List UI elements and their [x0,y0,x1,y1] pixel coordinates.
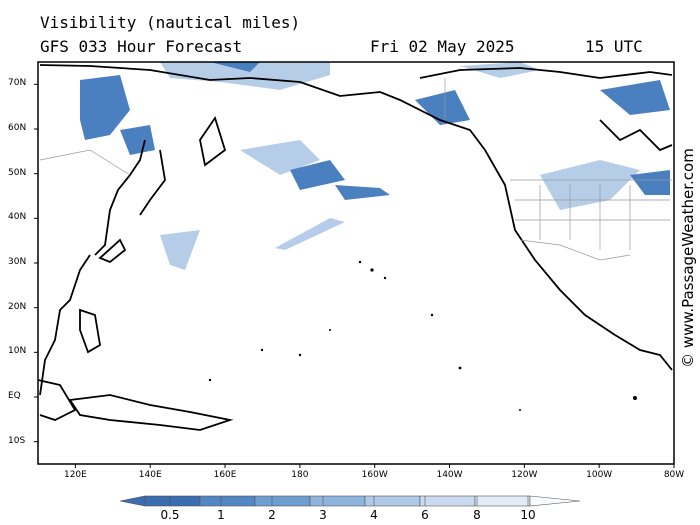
colorbar-right-tip [529,495,581,507]
lat-label: 60N [8,123,27,133]
forecast-time: 15 UTC [585,37,643,56]
colorbar-label: 2 [268,508,276,522]
colorbar-segment [364,495,421,507]
colorbar-segment [254,495,311,507]
dense-fog-shading [80,62,670,200]
borders [39,78,672,261]
colorbar-segment [474,495,531,507]
lon-label: 140W [436,470,463,480]
lon-label: 160W [361,470,388,480]
lat-label: 10S [8,435,26,446]
map-area [37,61,675,465]
lon-label: 100W [586,470,613,480]
colorbar-segment [419,495,476,507]
credit-watermark: © www.PassageWeather.com [679,148,697,368]
lon-label: 160E [213,470,237,480]
axis-ticks [34,83,675,468]
colorbar-label: 0.5 [160,508,180,522]
forecast-date: Fri 02 May 2025 [370,37,515,56]
lon-label: 120W [511,470,538,480]
colorbar-segment [199,495,256,507]
colorbar-segment [144,495,201,507]
lon-label: 140E [138,470,162,480]
colorbar-label: 3 [319,508,327,522]
forecast-model: GFS 033 Hour Forecast [40,37,243,56]
lon-label: 80W [663,470,685,480]
colorbar-segment [309,495,366,507]
coastlines [37,64,673,431]
colorbar-label: 6 [421,508,429,522]
lat-label: 20N [8,301,27,312]
visibility-shading [160,62,640,270]
colorbar-label: 8 [473,508,481,522]
islands [208,260,637,411]
map-title: Visibility (nautical miles) [40,13,301,32]
lat-label: 30N [8,257,27,267]
lat-label: 70N [8,78,27,89]
colorbar-left-tip [119,495,146,507]
lat-label: 40N [8,212,27,223]
lon-label: 180 [291,470,309,480]
colorbar-label: 10 [520,508,536,522]
colorbar [119,495,581,507]
lat-label: 50N [8,167,27,178]
lat-label: 10N [8,346,27,357]
lat-label: EQ [8,391,21,401]
lon-label: 120E [63,470,87,480]
colorbar-label: 4 [370,508,378,522]
colorbar-label: 1 [217,508,225,522]
